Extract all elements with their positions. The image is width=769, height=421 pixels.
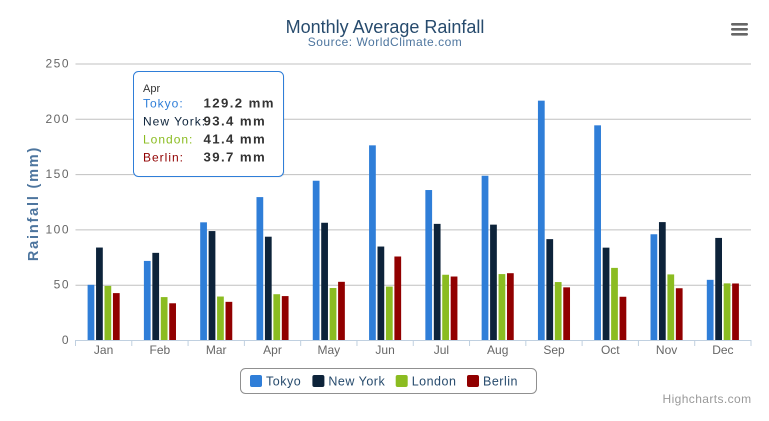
svg-text:Monthly Average Rainfall: Monthly Average Rainfall [286, 17, 485, 37]
svg-text:50: 50 [54, 278, 70, 292]
svg-text:New York: New York [328, 375, 385, 389]
svg-text:Tokyo:: Tokyo: [143, 97, 184, 111]
svg-text:Jul: Jul [434, 343, 449, 357]
svg-text:New York:: New York: [143, 115, 206, 129]
svg-text:Oct: Oct [601, 343, 620, 357]
svg-text:250: 250 [45, 57, 70, 71]
svg-text:London:: London: [143, 133, 193, 147]
svg-text:41.4 mm: 41.4 mm [204, 132, 267, 147]
svg-text:Apr: Apr [143, 83, 160, 95]
svg-text:Berlin:: Berlin: [143, 151, 184, 165]
svg-text:129.2 mm: 129.2 mm [204, 96, 275, 111]
svg-text:Tokyo: Tokyo [266, 375, 301, 389]
svg-text:Highcharts.com: Highcharts.com [663, 392, 752, 406]
svg-text:Jun: Jun [375, 343, 394, 357]
svg-text:Feb: Feb [150, 343, 171, 357]
svg-text:39.7 mm: 39.7 mm [204, 150, 267, 165]
svg-text:Aug: Aug [487, 343, 508, 357]
svg-text:Jan: Jan [94, 343, 113, 357]
svg-text:Sep: Sep [543, 343, 565, 357]
svg-text:Source: WorldClimate.com: Source: WorldClimate.com [308, 35, 463, 49]
svg-text:200: 200 [45, 112, 70, 126]
svg-text:Mar: Mar [206, 343, 227, 357]
svg-text:May: May [317, 343, 340, 357]
svg-text:Berlin: Berlin [483, 375, 518, 389]
svg-text:0: 0 [62, 333, 70, 347]
svg-text:London: London [412, 375, 457, 389]
svg-text:100: 100 [45, 222, 70, 236]
svg-text:Dec: Dec [712, 343, 733, 357]
svg-text:93.4 mm: 93.4 mm [204, 114, 267, 129]
svg-text:Rainfall (mm): Rainfall (mm) [26, 146, 42, 261]
svg-text:Nov: Nov [656, 343, 677, 357]
svg-text:150: 150 [45, 167, 70, 181]
svg-text:Apr: Apr [263, 343, 282, 357]
